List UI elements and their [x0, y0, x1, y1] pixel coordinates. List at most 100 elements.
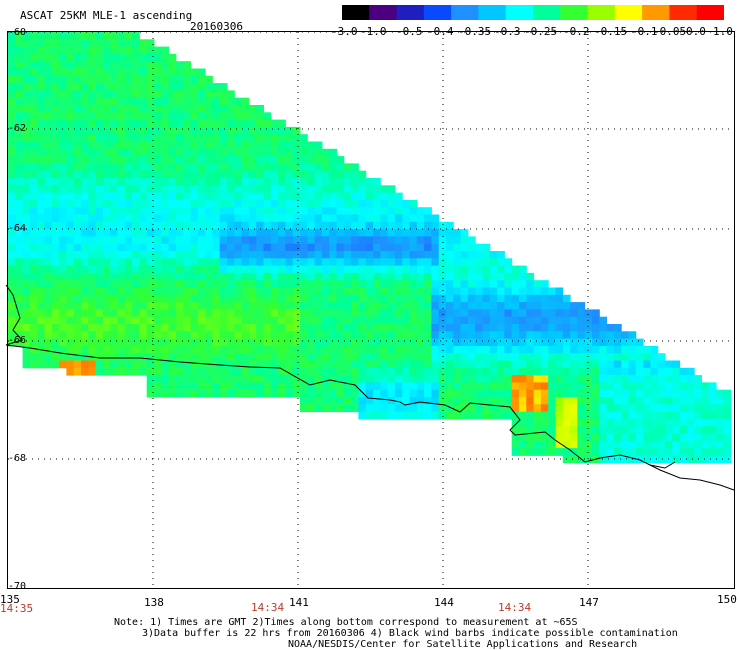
wind-cell — [343, 309, 352, 318]
wind-cell — [570, 382, 578, 391]
wind-cell — [657, 382, 666, 391]
wind-cell — [95, 141, 104, 150]
wind-cell — [37, 309, 45, 318]
wind-cell — [270, 178, 279, 186]
wind-cell — [234, 243, 243, 252]
wind-cell — [402, 404, 410, 413]
wind-cell — [110, 199, 118, 208]
wind-cell — [168, 53, 177, 62]
wind-cell — [88, 97, 97, 106]
wind-cell — [227, 243, 235, 252]
wind-cell — [29, 75, 38, 84]
wind-cell — [343, 170, 352, 179]
wind-cell — [197, 251, 206, 259]
wind-cell — [351, 178, 359, 186]
wind-cell — [300, 309, 308, 318]
wind-cell — [15, 148, 24, 157]
wind-cell — [139, 185, 148, 194]
wind-cell — [292, 148, 301, 157]
wind-cell — [37, 236, 45, 245]
wind-cell — [402, 389, 410, 398]
wind-cell — [613, 324, 622, 332]
wind-cell — [657, 397, 666, 405]
wind-cell — [197, 163, 206, 172]
wind-cell — [402, 229, 410, 237]
wind-cell — [197, 112, 206, 121]
wind-cell — [424, 382, 432, 391]
wind-cell — [73, 294, 82, 303]
wind-cell — [555, 426, 564, 434]
wind-cell — [584, 404, 593, 413]
wind-cell — [44, 272, 53, 281]
wind-cell — [117, 302, 126, 310]
wind-cell — [234, 316, 243, 325]
wind-cell — [124, 243, 133, 252]
wind-cell — [292, 375, 301, 383]
wind-cell — [59, 265, 67, 274]
wind-cell — [212, 221, 221, 230]
wind-cell — [453, 345, 462, 354]
wind-cell — [300, 185, 308, 194]
wind-cell — [358, 338, 367, 347]
wind-cell — [219, 229, 228, 237]
wind-cell — [300, 272, 308, 281]
wind-cell — [59, 53, 67, 62]
wind-cell — [51, 68, 60, 77]
wind-cell — [570, 433, 578, 442]
wind-cell — [336, 192, 345, 201]
wind-cell — [307, 338, 316, 347]
wind-cell — [117, 53, 126, 62]
wind-cell — [175, 360, 184, 369]
wind-cell — [161, 75, 170, 84]
wind-cell — [365, 272, 374, 281]
wind-cell — [139, 112, 148, 121]
wind-cell — [190, 360, 199, 369]
wind-cell — [460, 251, 469, 259]
wind-cell — [387, 294, 396, 303]
wind-cell — [256, 178, 264, 186]
wind-cell — [175, 68, 184, 77]
wind-cell — [300, 397, 308, 405]
wind-cell — [497, 324, 505, 332]
wind-cell — [329, 229, 337, 237]
wind-cell — [227, 192, 235, 201]
wind-cell — [314, 265, 323, 274]
wind-cell — [88, 287, 97, 296]
wind-cell — [300, 367, 308, 376]
wind-cell — [526, 389, 535, 398]
wind-cell — [292, 309, 301, 318]
wind-cell — [168, 207, 177, 215]
wind-cell — [197, 287, 206, 296]
wind-cell — [59, 112, 67, 121]
wind-cell — [416, 353, 425, 361]
wind-cell — [59, 90, 67, 99]
wind-cell — [278, 221, 286, 230]
wind-cell — [351, 324, 359, 332]
wind-cell — [154, 163, 162, 172]
wind-cell — [241, 324, 250, 332]
wind-cell — [190, 156, 199, 164]
wind-cell — [139, 119, 148, 128]
wind-cell — [453, 382, 462, 391]
wind-cell — [482, 287, 491, 296]
wind-cell — [168, 375, 177, 383]
wind-cell — [234, 229, 243, 237]
wind-cell — [227, 185, 235, 194]
wind-cell — [577, 418, 586, 427]
wind-cell — [139, 294, 148, 303]
wind-cell — [343, 389, 352, 398]
wind-cell — [227, 353, 235, 361]
wind-cell — [197, 178, 206, 186]
wind-cell — [665, 448, 673, 456]
wind-cell — [460, 280, 469, 288]
wind-cell — [504, 265, 513, 274]
wind-cell — [387, 397, 396, 405]
wind-cell — [263, 367, 272, 376]
wind-cell — [44, 53, 53, 62]
wind-cell — [241, 360, 250, 369]
wind-cell — [511, 338, 520, 347]
wind-cell — [548, 448, 556, 456]
wind-cell — [51, 338, 60, 347]
wind-cell — [66, 258, 75, 267]
wind-cell — [15, 61, 24, 69]
